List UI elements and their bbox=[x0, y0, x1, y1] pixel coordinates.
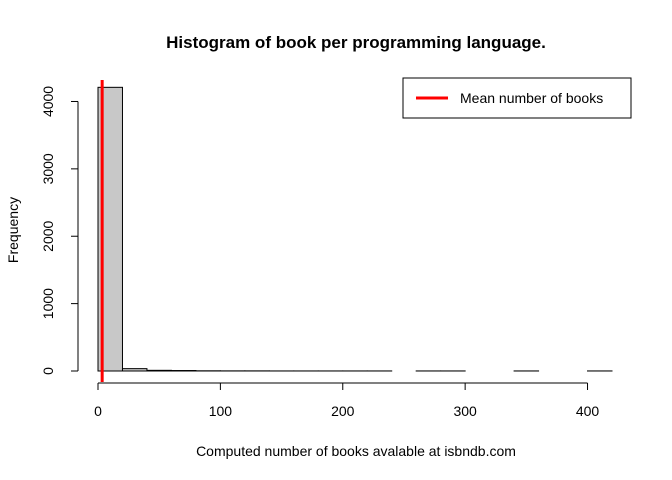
y-tick-label: 3000 bbox=[40, 153, 56, 184]
legend-label-mean: Mean number of books bbox=[460, 90, 603, 106]
x-tick-label: 100 bbox=[209, 403, 233, 419]
x-axis-label: Computed number of books avalable at isb… bbox=[196, 443, 516, 459]
histogram-bar bbox=[146, 369, 172, 372]
y-tick-label: 4000 bbox=[40, 86, 56, 117]
chart-title: Histogram of book per programming langua… bbox=[166, 33, 546, 52]
x-tick-label: 0 bbox=[94, 403, 102, 419]
y-axis: 0 1000 2000 3000 4000 bbox=[40, 86, 79, 375]
x-axis: 0 100 200 300 400 bbox=[94, 382, 600, 419]
legend: Mean number of books bbox=[402, 77, 632, 119]
histogram-bar bbox=[121, 368, 148, 372]
x-tick-label: 300 bbox=[453, 403, 477, 419]
y-tick-label: 1000 bbox=[40, 288, 56, 319]
x-tick-label: 200 bbox=[331, 403, 355, 419]
x-tick-label: 400 bbox=[576, 403, 600, 419]
y-axis-label: Frequency bbox=[5, 197, 21, 263]
y-tick-label: 2000 bbox=[40, 220, 56, 251]
y-tick-label: 0 bbox=[40, 367, 56, 375]
